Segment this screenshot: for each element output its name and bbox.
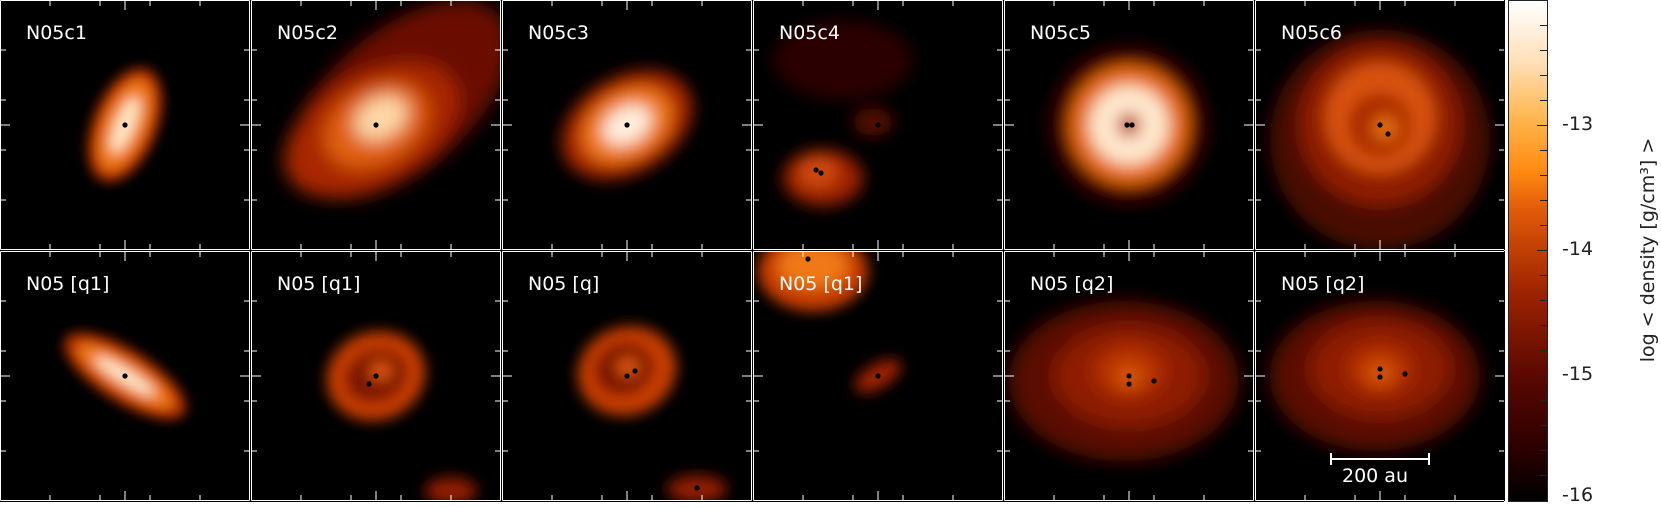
- sink-particle: [1385, 131, 1391, 137]
- density-image: [773, 20, 913, 206]
- colorbar-tick-label: -14: [1562, 238, 1594, 260]
- panel-N05-q1-a: N05 [q1]: [0, 251, 250, 501]
- panel-label: N05c2: [277, 22, 338, 44]
- sink-particle: [875, 122, 881, 128]
- panel-label: N05 [q]: [528, 273, 600, 295]
- density-image: [1049, 45, 1209, 205]
- density-panel-grid: N05c1 N05c2 N05c3: [0, 0, 1505, 502]
- colorbar-tick: [1537, 375, 1548, 376]
- sink-particle: [122, 373, 128, 379]
- sink-particle: [1377, 374, 1383, 380]
- panel-label: N05c1: [26, 22, 87, 44]
- colorbar-tick: [1537, 125, 1548, 126]
- panel-label: N05 [q2]: [1030, 273, 1114, 295]
- density-image: [1270, 30, 1490, 250]
- sink-particle: [1377, 366, 1383, 372]
- colorbar-tick-label: -15: [1562, 363, 1594, 385]
- panel-label: N05 [q1]: [779, 273, 863, 295]
- sink-particle: [694, 485, 700, 491]
- density-image: [1270, 301, 1480, 451]
- scale-bar-label: 200 au: [1342, 465, 1408, 487]
- panel-N05c6: N05c6: [1255, 0, 1505, 250]
- sink-particle: [624, 122, 630, 128]
- panel-label: N05 [q1]: [277, 273, 361, 295]
- sink-particle: [813, 167, 819, 173]
- colorbar-title: log < density [g/cm³] >: [1637, 137, 1659, 363]
- panel-N05-q1-c: N05 [q1]: [753, 251, 1003, 501]
- density-image: [561, 70, 693, 180]
- panel-label: N05c3: [528, 22, 589, 44]
- panel-N05c2: N05c2: [251, 0, 501, 250]
- panel-label: N05c4: [779, 22, 840, 44]
- panel-N05c3: N05c3: [502, 0, 752, 250]
- sink-particle: [366, 381, 372, 387]
- sink-particle: [373, 373, 379, 379]
- density-image: [87, 68, 163, 182]
- colorbar-tick-label: -13: [1562, 113, 1594, 135]
- sink-particle: [1126, 373, 1132, 379]
- sink-particle: [1126, 381, 1132, 387]
- colorbar: [1508, 0, 1548, 502]
- colorbar-tick: [1537, 250, 1548, 251]
- colorbar-tick-label: -16: [1562, 484, 1594, 506]
- panel-N05-q1-b: N05 [q1]: [251, 251, 501, 501]
- scale-bar: [1330, 453, 1430, 470]
- sink-particle: [122, 122, 128, 128]
- sink-particle: [624, 373, 630, 379]
- panel-N05c1: N05c1: [0, 0, 250, 250]
- panel-label: N05c5: [1030, 22, 1091, 44]
- sink-particle: [373, 122, 379, 128]
- density-image: [326, 331, 477, 501]
- density-image: [758, 251, 902, 393]
- panel-label: N05 [q1]: [26, 273, 110, 295]
- sink-particle: [875, 373, 881, 379]
- density-image: [284, 0, 501, 200]
- sink-particle: [632, 368, 638, 374]
- sink-particle: [1377, 122, 1383, 128]
- sink-particle: [1124, 122, 1130, 128]
- panel-label: N05 [q2]: [1281, 273, 1365, 295]
- sink-particle: [818, 170, 824, 176]
- sink-particle: [1402, 371, 1408, 377]
- sink-particle: [805, 256, 811, 262]
- panel-N05c5: N05c5: [1004, 0, 1254, 250]
- sink-particle: [1151, 378, 1157, 384]
- density-image: [577, 326, 727, 501]
- panel-N05-q2-a: N05 [q2]: [1004, 251, 1254, 501]
- panel-N05-q: N05 [q]: [502, 251, 752, 501]
- sink-particle: [1129, 122, 1135, 128]
- panel-label: N05c6: [1281, 22, 1342, 44]
- density-image: [64, 332, 186, 420]
- density-image: [1009, 301, 1239, 461]
- panel-N05c4: N05c4: [753, 0, 1003, 250]
